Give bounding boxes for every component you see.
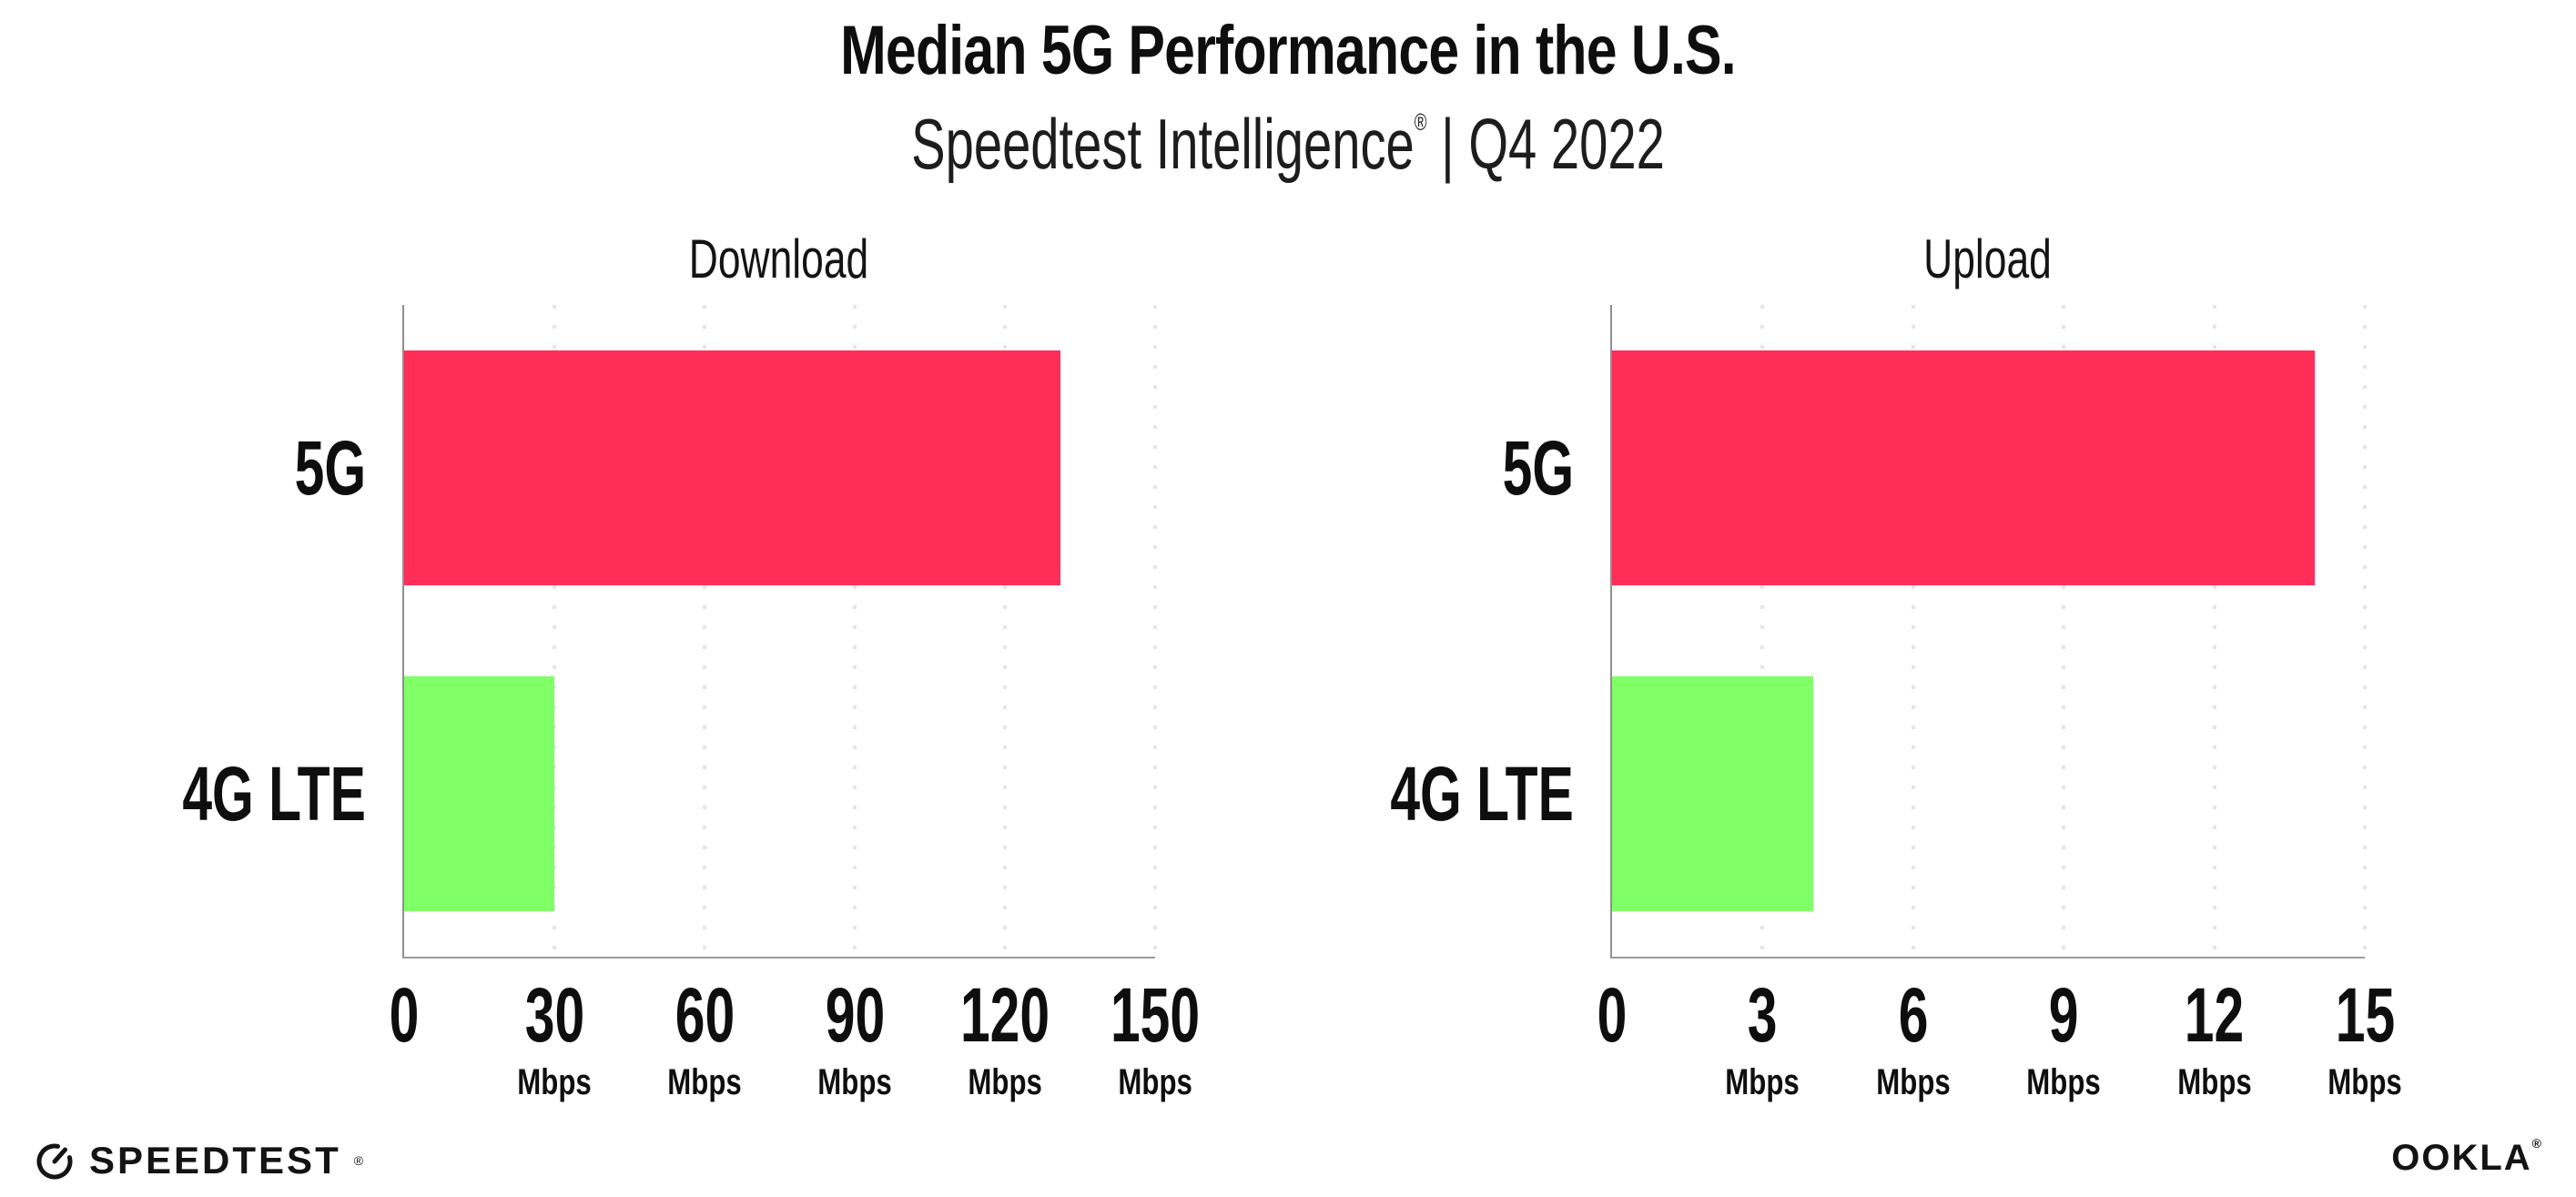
x-axis-tick-12: 12 Mbps	[2166, 977, 2261, 1101]
x-axis-tick-0: 0	[383, 977, 426, 1053]
tick-unit-label: Mbps	[517, 1062, 592, 1102]
gridline-150-mbps	[1153, 305, 1157, 957]
tick-unit-label: Mbps	[2328, 1062, 2402, 1102]
ookla-trademark-symbol: ®	[2531, 1136, 2543, 1151]
subtitle-product: Speedtest Intelligence	[911, 104, 1415, 184]
gridline-3-mbps	[1760, 305, 1765, 957]
gridline-30-mbps	[553, 305, 556, 957]
speedtest-logo: SPEEDTEST ®	[33, 1139, 363, 1182]
tick-value: 0	[1597, 972, 1628, 1058]
upload-chart: Upload 0 3 Mbps 6 Mbps 9 Mbps 12 Mbps 15 Mbps 5G 4G …	[1391, 228, 2402, 1101]
4g-lte-bar	[404, 676, 554, 911]
page-title: Median 5G Performance in the U.S.	[840, 12, 1737, 89]
tick-unit-label: Mbps	[1725, 1062, 1800, 1102]
subtitle-period: | Q4 2022	[1426, 104, 1665, 184]
tick-unit-label: Mbps	[1876, 1062, 1951, 1102]
tick-value: 150	[1110, 972, 1201, 1058]
5g-bar	[404, 350, 1060, 585]
gridline-12-mbps	[2212, 305, 2216, 957]
upload-plot-area: 0 3 Mbps 6 Mbps 9 Mbps 12 Mbps 15 Mbps 5G 4G LTE	[1391, 305, 2402, 1101]
tick-unit-label: Mbps	[667, 1062, 742, 1102]
registered-trademark-symbol: ®	[1414, 108, 1427, 136]
category-label-text: 5G	[294, 425, 366, 511]
4g-lte-bar	[1612, 676, 1813, 911]
tick-unit-label: Mbps	[2026, 1062, 2101, 1102]
tick-unit-label: Mbps	[1118, 1062, 1192, 1102]
header: Median 5G Performance in the U.S. Speedt…	[0, 0, 2576, 186]
tick-unit-label: Mbps	[2176, 1062, 2252, 1102]
tick-value: 12	[2184, 972, 2245, 1058]
gridline-60-mbps	[703, 305, 706, 957]
ookla-wordmark: OOKLA	[2391, 1138, 2532, 1178]
category-label-4g-lte: 4G LTE	[1283, 753, 1574, 835]
x-axis-tick-120: 120 Mbps	[941, 977, 1069, 1101]
x-axis-tick-90: 90 Mbps	[807, 977, 902, 1101]
tick-unit-label: Mbps	[817, 1062, 892, 1102]
x-axis-tick-0: 0	[1591, 977, 1634, 1053]
category-label-5g: 5G	[75, 427, 366, 509]
upload-chart-title: Upload	[1923, 228, 2052, 289]
x-axis-tick-6: 6 Mbps	[1866, 977, 1961, 1101]
x-axis-tick-60: 60 Mbps	[657, 977, 752, 1101]
x-axis-tick-9: 9 Mbps	[2016, 977, 2111, 1101]
gridline-6-mbps	[1911, 305, 1915, 957]
x-axis-tick-3: 3 Mbps	[1715, 977, 1810, 1101]
tick-value: 30	[524, 972, 584, 1058]
speedtest-gauge-icon	[36, 1143, 73, 1180]
tick-value: 9	[2048, 972, 2079, 1058]
page-subtitle: Speedtest Intelligence® | Q4 2022	[360, 103, 2216, 186]
tick-value: 0	[389, 972, 420, 1058]
x-axis-tick-30: 30 Mbps	[507, 977, 602, 1101]
tick-value: 60	[674, 972, 735, 1058]
gridline-9-mbps	[2062, 305, 2066, 957]
gridline-90-mbps	[853, 305, 857, 957]
x-axis-tick-150: 150 Mbps	[1091, 977, 1219, 1101]
tick-value: 3	[1748, 972, 1778, 1058]
tick-value: 15	[2335, 972, 2395, 1058]
gridline-15-mbps	[2363, 305, 2367, 957]
tick-value: 6	[1898, 972, 1929, 1058]
category-label-text: 5G	[1502, 425, 1574, 511]
category-label-text: 4G LTE	[182, 751, 366, 837]
category-label-5g: 5G	[1283, 427, 1574, 509]
tick-unit-label: Mbps	[968, 1062, 1042, 1102]
download-plot-area: 0 30 Mbps 60 Mbps 90 Mbps 120 Mbps 150 Mbps 5G 4G LT…	[183, 305, 1200, 1101]
download-chart-title: Download	[688, 228, 869, 289]
download-chart: Download 0 30 Mbps 60 Mbps 90 Mbps 120 Mbps 150 Mb…	[183, 228, 1201, 1101]
gridline-120-mbps	[1003, 305, 1007, 957]
category-label-text: 4G LTE	[1390, 751, 1574, 837]
tick-value: 120	[959, 972, 1050, 1058]
speedtest-wordmark: SPEEDTEST	[89, 1139, 341, 1182]
speedtest-trademark-symbol: ®	[353, 1153, 364, 1168]
category-label-4g-lte: 4G LTE	[75, 753, 366, 835]
ookla-logo: OOKLA®	[2391, 1136, 2543, 1179]
tick-value: 90	[825, 972, 885, 1058]
x-axis-tick-15: 15 Mbps	[2317, 977, 2412, 1101]
5g-bar	[1612, 350, 2315, 585]
